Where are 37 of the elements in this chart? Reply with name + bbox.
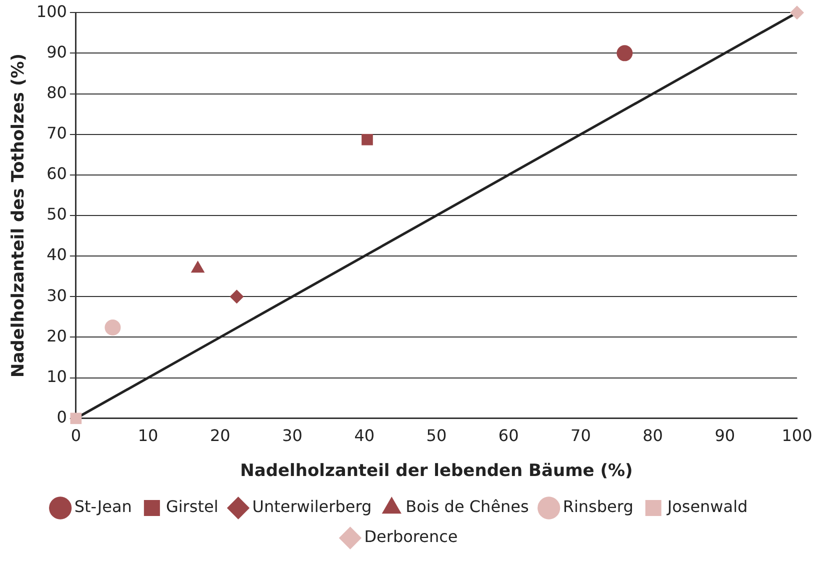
- point: [362, 134, 373, 146]
- legend-label: Unterwilerberg: [252, 497, 372, 516]
- y-tick-label: 60: [46, 164, 67, 184]
- y-tick-label: 10: [46, 366, 67, 386]
- x-tick-label: 40: [354, 426, 375, 446]
- point: [70, 412, 82, 424]
- y-tick-label: 80: [46, 82, 67, 102]
- legend-label: St-Jean: [74, 497, 132, 516]
- x-tick-label: 30: [282, 426, 302, 446]
- x-tick-label: 0: [70, 426, 82, 446]
- y-tick-label: 100: [36, 2, 67, 21]
- x-tick-label: 100: [782, 426, 812, 446]
- legend-label: Josenwald: [666, 497, 748, 516]
- x-tick-label: 10: [138, 426, 158, 446]
- y-tick-label: 50: [46, 204, 67, 224]
- y-tick-label: 70: [46, 123, 67, 142]
- x-axis-title: Nadelholzanteil der lebenden Bäume (%): [240, 461, 633, 482]
- y-axis-title: Nadelholzanteil des Totholzes (%): [8, 53, 29, 378]
- legend-label: Derborence: [364, 527, 458, 546]
- legend-label: Bois de Chênes: [406, 497, 529, 516]
- point: [790, 6, 804, 20]
- y-tick-label: 30: [46, 286, 67, 305]
- legend-label: Rinsberg: [562, 497, 634, 516]
- y-tick-label: 0: [56, 408, 67, 427]
- x-tick-label: 80: [642, 426, 663, 446]
- point: [230, 290, 244, 304]
- x-tick-label: 90: [714, 426, 736, 446]
- x-tick-label: 50: [426, 426, 447, 446]
- y-tick-label: 20: [46, 326, 67, 346]
- x-tick-label: 70: [570, 426, 591, 446]
- y-tick-label: 90: [46, 42, 67, 62]
- x-tick-label: 60: [498, 426, 519, 446]
- point: [616, 45, 633, 62]
- legend-label: Girstel: [166, 497, 218, 516]
- x-tick-label: 20: [210, 426, 230, 446]
- y-tick-label: 40: [46, 245, 67, 264]
- point: [104, 320, 121, 336]
